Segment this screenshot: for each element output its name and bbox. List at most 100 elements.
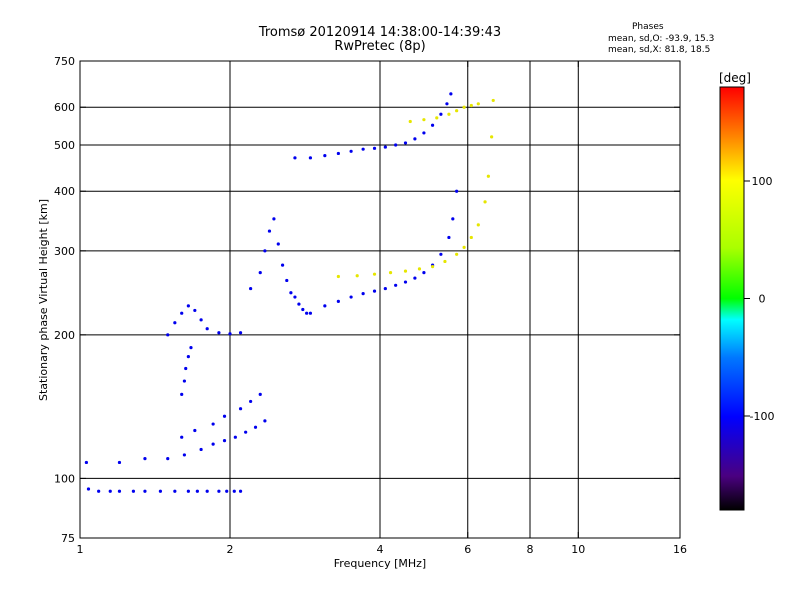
data-point — [413, 276, 417, 280]
data-point — [422, 271, 426, 275]
data-point — [293, 295, 297, 299]
data-point — [336, 274, 340, 279]
y-tick-label: 300 — [54, 245, 75, 258]
data-point — [323, 304, 327, 308]
colorbar-tick-label: 0 — [759, 293, 766, 306]
data-point — [217, 489, 221, 493]
data-point — [258, 271, 262, 275]
data-point — [238, 489, 243, 493]
data-point — [430, 123, 435, 127]
data-point — [222, 414, 227, 418]
data-point — [413, 137, 417, 141]
data-point — [383, 286, 387, 291]
x-tick-label: 8 — [527, 543, 534, 556]
data-point — [403, 269, 408, 273]
data-point — [394, 143, 398, 147]
y-tick-label: 750 — [54, 55, 75, 68]
data-point — [186, 355, 190, 359]
data-point — [195, 489, 199, 493]
data-point — [97, 489, 101, 493]
data-point — [180, 435, 184, 439]
phase-info-x: mean, sd,X: 81.8, 18.5 — [608, 45, 711, 55]
data-point — [422, 131, 426, 135]
data-point — [182, 379, 186, 383]
data-point — [455, 109, 459, 113]
data-point — [297, 302, 301, 306]
y-tick-label: 600 — [54, 101, 75, 114]
data-point — [186, 489, 190, 493]
data-point — [166, 333, 170, 337]
data-point — [225, 489, 229, 493]
y-tick-label: 75 — [61, 532, 75, 545]
chart-title-line1: Tromsø 20120914 14:38:00-14:39:43 — [258, 25, 502, 40]
data-point — [476, 102, 480, 106]
data-point — [217, 331, 221, 335]
data-point — [117, 460, 122, 465]
data-point — [205, 489, 209, 493]
data-point — [483, 200, 487, 204]
data-point — [308, 311, 313, 315]
axis-ticks: 1 2 4 6 8 10 16 75 100 200 300 400 500 600 750 — [54, 55, 687, 556]
data-point — [305, 311, 309, 315]
data-point — [143, 489, 147, 493]
data-point — [293, 156, 297, 160]
data-point — [336, 299, 340, 304]
data-point — [186, 304, 190, 308]
data-point — [361, 292, 365, 296]
data-point — [211, 442, 215, 446]
data-point — [143, 457, 147, 461]
data-point — [276, 242, 280, 246]
data-point — [430, 264, 435, 269]
data-point — [249, 399, 253, 404]
x-tick-label: 2 — [227, 543, 234, 556]
data-point — [258, 392, 262, 397]
data-point — [193, 428, 197, 433]
data-point — [158, 489, 163, 493]
data-point — [447, 235, 451, 240]
y-tick-label: 500 — [54, 139, 75, 152]
data-point — [408, 119, 412, 124]
data-point — [272, 217, 276, 221]
phase-info-o: mean, sd,O: -93.9, 15.3 — [608, 34, 715, 44]
data-point — [184, 366, 188, 371]
data-point — [267, 229, 272, 233]
data-point — [462, 245, 466, 249]
data-point — [182, 453, 186, 457]
y-tick-label: 400 — [54, 185, 75, 198]
data-point — [117, 489, 122, 493]
data-point — [189, 346, 193, 350]
data-point — [383, 145, 387, 149]
data-point — [180, 311, 184, 315]
data-point — [86, 487, 91, 491]
colorbar-ticks: 100 0 -100 — [744, 175, 774, 423]
data-point — [263, 249, 267, 253]
data-point — [263, 419, 267, 423]
data-point — [238, 407, 243, 411]
data-point — [417, 267, 422, 271]
y-tick-label: 200 — [54, 329, 75, 342]
data-point — [491, 98, 495, 103]
data-point — [308, 156, 313, 160]
data-point — [355, 274, 359, 278]
x-tick-label: 6 — [464, 543, 471, 556]
colorbar — [719, 86, 745, 511]
data-point — [349, 295, 353, 299]
data-point — [222, 439, 227, 443]
data-point — [336, 151, 340, 156]
data-point — [435, 116, 439, 120]
data-point — [486, 174, 490, 178]
data-point — [301, 307, 305, 312]
data-point — [394, 283, 398, 287]
data-point — [403, 280, 408, 284]
data-point — [199, 447, 203, 452]
data-point — [439, 252, 443, 256]
data-point — [447, 112, 451, 116]
data-point — [422, 118, 426, 122]
data-point — [244, 430, 248, 434]
x-axis-label: Frequency [MHz] — [334, 557, 426, 570]
data-point — [249, 286, 253, 291]
data-point — [361, 147, 365, 151]
data-point — [323, 154, 327, 158]
x-tick-label: 16 — [673, 543, 687, 556]
